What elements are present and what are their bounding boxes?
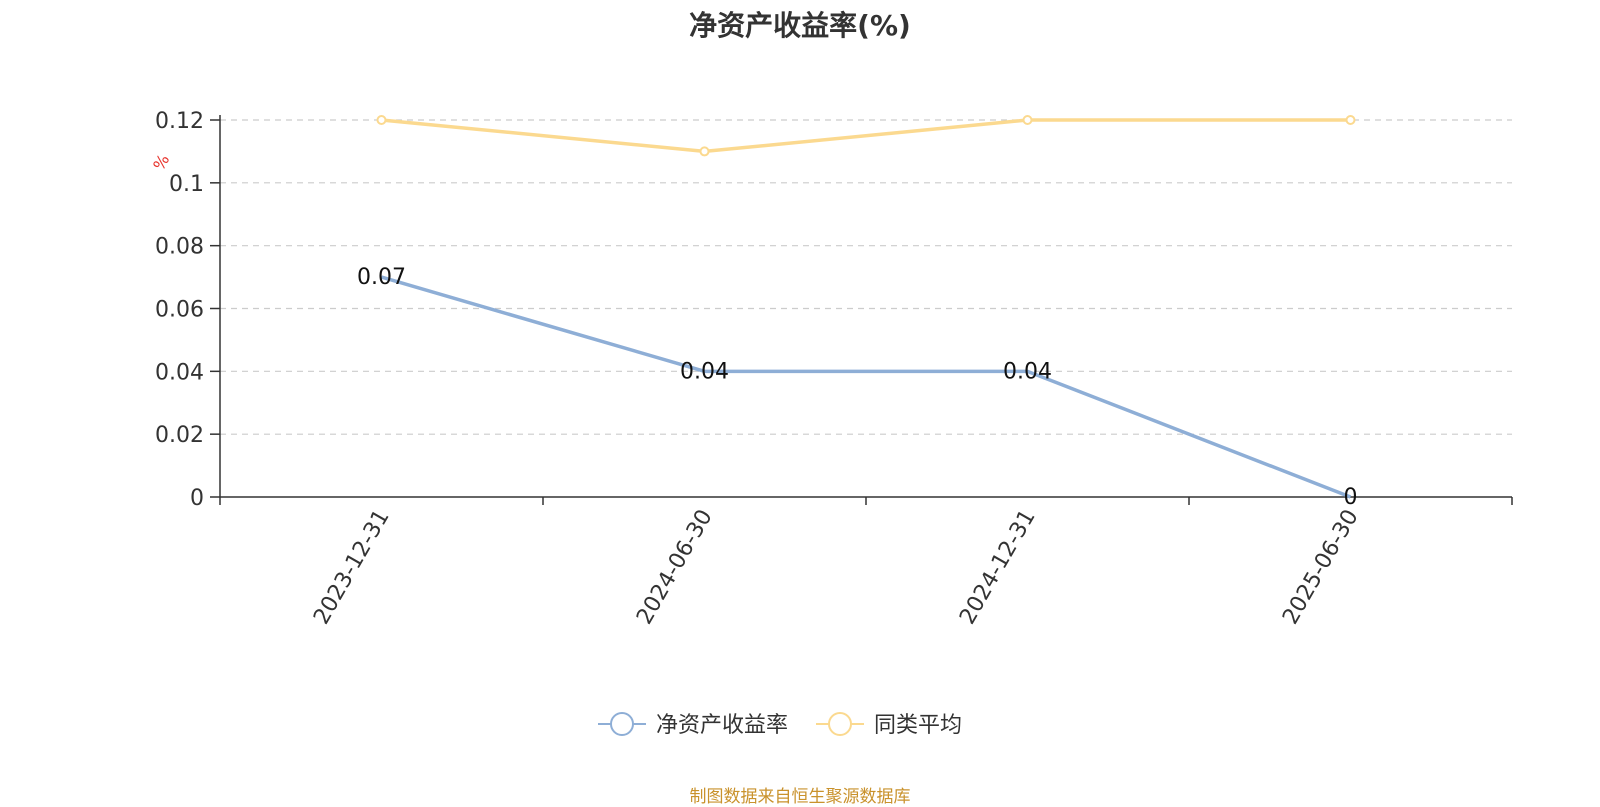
- x-tick-label: 2024-12-31: [955, 506, 1041, 629]
- x-tick-label: 2025-06-30: [1278, 506, 1364, 629]
- line-chart: 0 0.02 0.04 0.06 0.08 0.1 0.12 2023-12-31 2024-…: [149, 109, 1513, 738]
- series-line: [381, 118, 1351, 154]
- x-tick-label: 2024-06-30: [632, 506, 718, 629]
- legend: 净资产收益率 同类平均: [598, 712, 962, 738]
- y-tick-label: 0.12: [155, 109, 204, 134]
- y-tick-label: 0.02: [155, 423, 204, 448]
- series-point: [1022, 115, 1033, 125]
- data-labels: 0.07 0.04 0.04 0: [357, 265, 1357, 510]
- y-tick-label: 0.04: [155, 360, 204, 385]
- chart-title: 净资产收益率(%): [689, 9, 911, 42]
- series-point: [1345, 115, 1356, 125]
- grid-lines: [220, 119, 1512, 435]
- data-label: 0.07: [357, 265, 406, 290]
- y-tick-label: 0.1: [169, 172, 204, 197]
- x-axis-ticks: 2023-12-31 2024-06-30 2024-12-31 2025-06-30: [309, 506, 1364, 629]
- x-tick-label: 2023-12-31: [309, 506, 395, 629]
- y-tick-label: 0: [190, 486, 204, 511]
- data-label: 0.04: [1003, 359, 1052, 384]
- data-label: 0.04: [680, 359, 729, 384]
- series-lines: [376, 115, 1356, 499]
- y-tick-label: 0.08: [155, 235, 204, 260]
- series-point: [376, 115, 387, 125]
- y-tick-label: 0.06: [155, 298, 204, 323]
- y-axis-ticks: 0 0.02 0.04 0.06 0.08 0.1 0.12: [155, 109, 204, 511]
- legend-marker: [828, 712, 852, 736]
- data-label: 0: [1344, 485, 1358, 510]
- axes: [210, 115, 1513, 505]
- y-axis-unit: %: [149, 151, 173, 174]
- legend-label: 净资产收益率: [656, 713, 788, 738]
- series-point: [699, 146, 710, 157]
- legend-marker: [610, 712, 634, 736]
- series-line: [381, 275, 1352, 499]
- source-note: 制图数据来自恒生聚源数据库: [689, 787, 911, 807]
- legend-label: 同类平均: [874, 713, 962, 738]
